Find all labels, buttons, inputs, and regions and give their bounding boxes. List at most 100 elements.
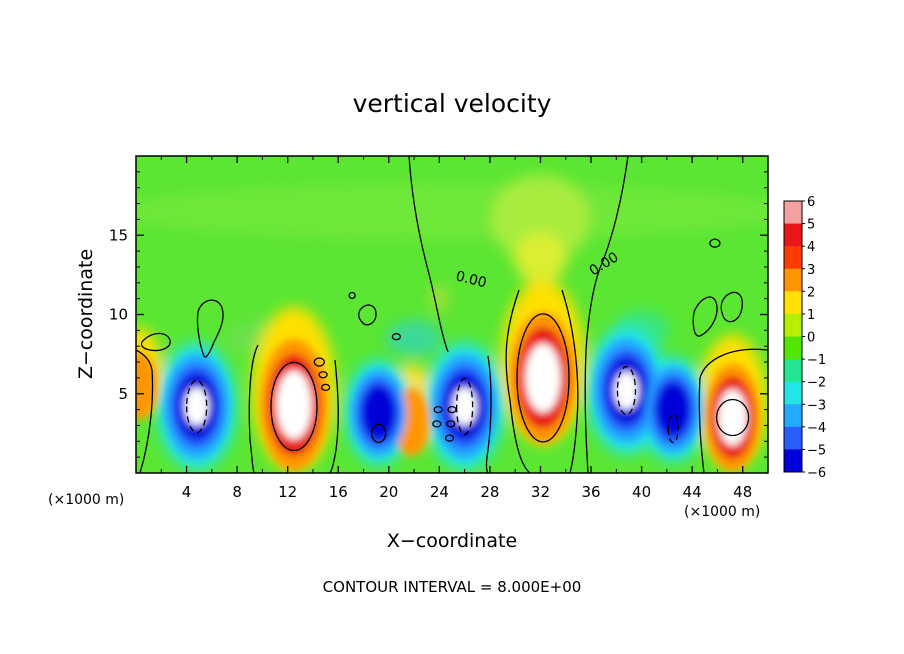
small-contour	[709, 238, 721, 248]
updraft-core	[718, 389, 748, 446]
zero-contour	[408, 156, 449, 353]
downdraft-core	[614, 371, 639, 410]
colorbar-swatch	[784, 291, 802, 315]
downdraft-core	[655, 382, 691, 438]
x-tick-label: 12	[278, 483, 297, 501]
colorbar-swatch	[784, 426, 802, 450]
blob-contour	[358, 304, 377, 326]
y-tick-label: 15	[109, 226, 128, 244]
zero-contour	[699, 348, 768, 379]
zero-contour	[505, 289, 531, 473]
x-ticks: 4 8 12 16 20 24 28 32 36 40 44 48	[160, 156, 752, 501]
downdraft-contour	[455, 377, 474, 436]
blob-contour	[196, 299, 224, 358]
downdraft-contour	[616, 366, 637, 416]
small-contour	[318, 371, 328, 379]
downdraft-contour	[186, 379, 208, 434]
x-tick-label: 32	[531, 483, 550, 501]
colorbar-swatch	[784, 268, 802, 292]
downdraft-core	[184, 387, 209, 426]
small-contour	[447, 405, 457, 414]
y-axis-label: Z−coordinate	[75, 249, 97, 379]
colorbar-swatch	[784, 449, 802, 473]
colorbar-swatch	[784, 336, 802, 360]
colorbar-swatch	[784, 223, 802, 247]
colorbar-swatch	[784, 381, 802, 405]
small-contour	[446, 420, 456, 428]
chart-title: vertical velocity	[353, 89, 552, 118]
colorbar-label: −4	[807, 421, 826, 436]
colorbar-swatch	[784, 359, 802, 383]
zero-contour	[329, 359, 339, 473]
blob-contour	[140, 332, 171, 352]
colorbar-label: −5	[807, 443, 826, 458]
small-contour	[391, 333, 402, 341]
small-contour	[320, 383, 331, 392]
contour-lines	[136, 156, 768, 473]
small-contour	[371, 423, 387, 444]
small-contour	[313, 357, 325, 367]
y-tick-label: 5	[118, 385, 128, 403]
zero-contour	[485, 355, 492, 473]
field-blob	[514, 233, 567, 286]
x-tick-label: 24	[430, 483, 449, 501]
colorbar-swatch	[784, 313, 802, 337]
colorbar-label: 4	[807, 240, 815, 255]
x-tick-label: 8	[232, 483, 242, 501]
x-tick-label: 48	[733, 483, 752, 501]
zero-contour	[136, 349, 154, 473]
x-tick-label: 28	[480, 483, 499, 501]
zero-contour	[248, 344, 259, 473]
downdraft-contour	[667, 414, 679, 444]
colorbar-label: 2	[807, 285, 815, 300]
field-blob	[429, 284, 450, 313]
x-unit-right: (×1000 m)	[684, 504, 760, 520]
updraft-contour	[270, 361, 318, 452]
colorbar-label: 3	[807, 263, 815, 278]
small-contour	[444, 434, 455, 442]
small-contour	[433, 405, 443, 414]
downdraft-core	[452, 387, 477, 426]
small-contour	[348, 291, 356, 300]
colorbar-label: −6	[807, 466, 826, 481]
small-contour	[432, 420, 442, 428]
updraft-contour	[715, 398, 750, 437]
contour-label: 0.00	[454, 268, 488, 291]
field-blobs	[136, 174, 768, 472]
x-tick-label: 36	[581, 483, 600, 501]
x-tick-label: 20	[379, 483, 398, 501]
contour-interval-footer: CONTOUR INTERVAL = 8.000E+00	[323, 578, 582, 596]
y-ticks: 5 10 15	[109, 171, 768, 458]
colorbar-label: −3	[807, 398, 826, 413]
x-axis-label: X−coordinate	[387, 530, 517, 552]
x-tick-label: 16	[329, 483, 348, 501]
colorbar-label: −2	[807, 376, 826, 391]
x-unit-left: (×1000 m)	[48, 492, 124, 508]
colorbar-swatch	[784, 404, 802, 428]
x-tick-label: 40	[632, 483, 651, 501]
updraft-contour	[516, 313, 570, 443]
zero-contour	[561, 289, 579, 473]
colorbar-label: 6	[807, 195, 815, 210]
updraft-core	[525, 343, 561, 413]
field-blob	[386, 320, 443, 357]
x-tick-label: 44	[683, 483, 702, 501]
colorbar-label: −1	[807, 353, 826, 368]
downdraft-core	[361, 385, 397, 441]
zero-contour	[698, 377, 705, 473]
field-blob	[490, 174, 591, 265]
colorbar-label: 0	[807, 331, 815, 346]
colorbar-label: 1	[807, 308, 815, 323]
y-tick-label: 10	[109, 306, 128, 324]
colorbar: 6 5 4 3 2 1 0 −1 −2 −3 −4 −5 −6	[783, 195, 826, 481]
colorbar-swatch	[784, 201, 802, 225]
colorbar-label: 5	[807, 218, 815, 233]
field-blob	[136, 183, 768, 240]
updraft-core	[276, 370, 312, 440]
x-tick-label: 4	[182, 483, 192, 501]
blob-contour	[692, 296, 718, 337]
velocity-field	[136, 156, 768, 473]
blob-contour	[720, 291, 743, 323]
zero-contour	[584, 156, 629, 473]
